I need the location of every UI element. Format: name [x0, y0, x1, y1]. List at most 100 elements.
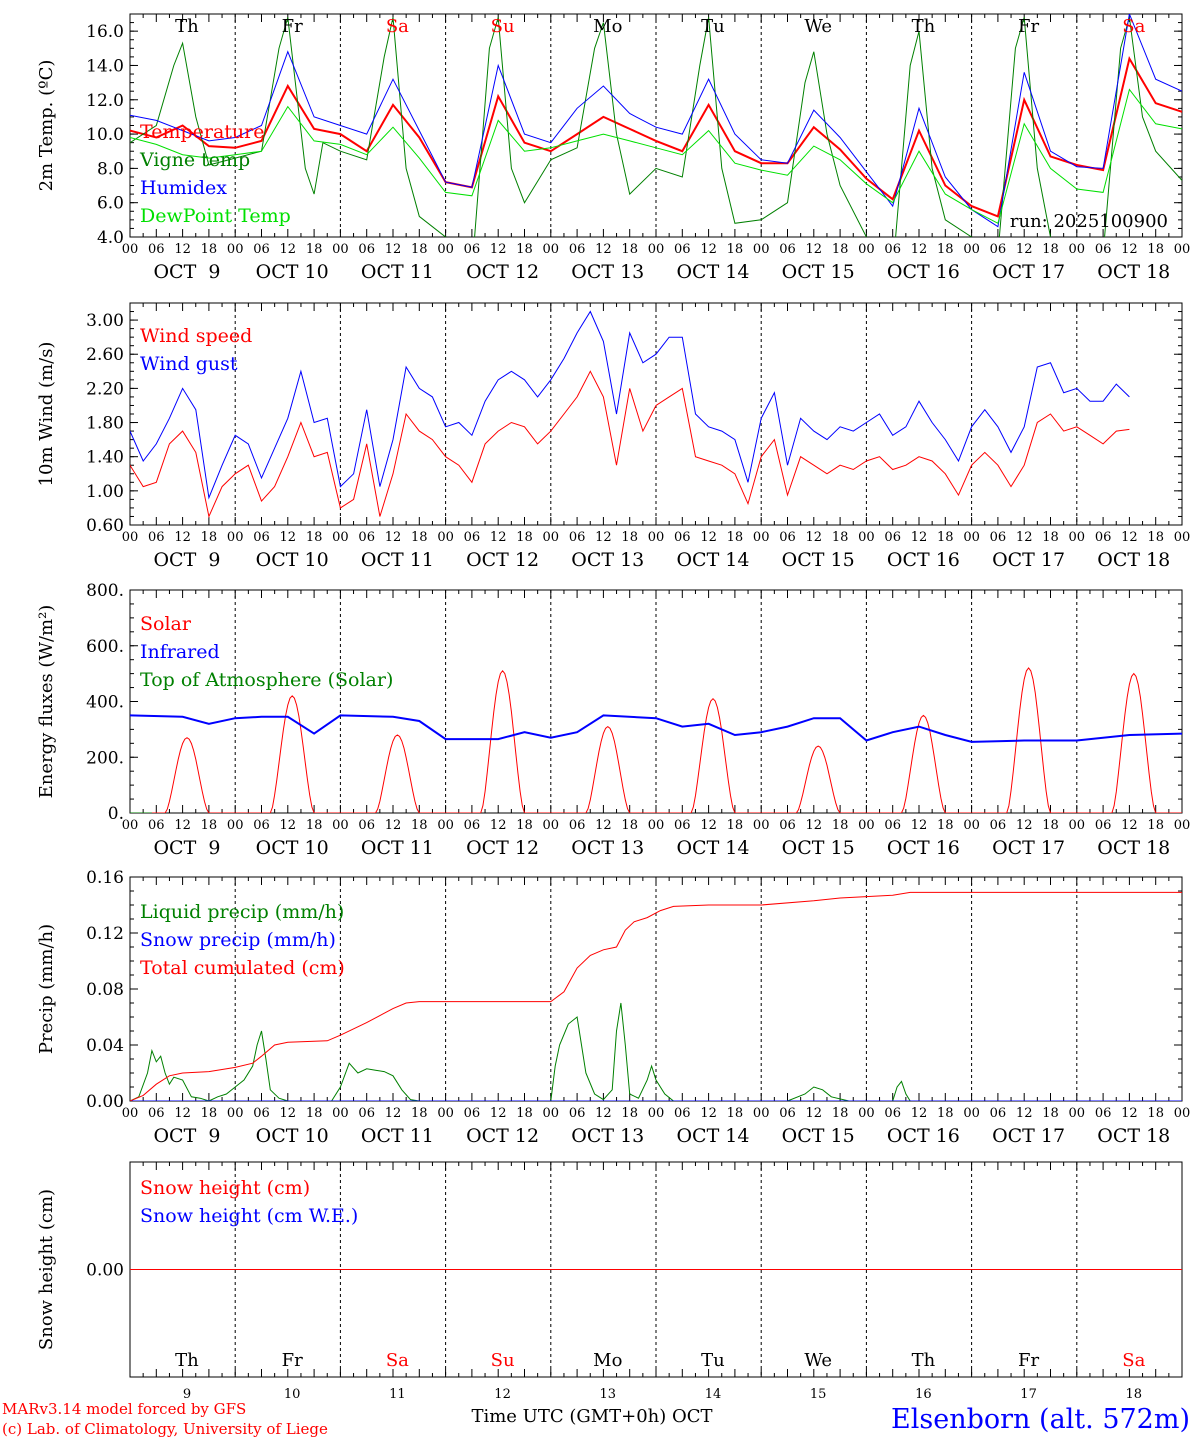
date-label: OCT 17	[992, 261, 1065, 283]
series-line-infrared	[130, 714, 1182, 743]
y-tick-label: 200.	[86, 748, 124, 768]
legend-entry: Temperature	[140, 121, 264, 143]
day-name-label: Sa	[1122, 1350, 1145, 1371]
day-number-label: 11	[389, 1387, 406, 1402]
legend-entry: Top of Atmosphere (Solar)	[140, 669, 393, 691]
hour-tick-label: 18	[411, 242, 428, 257]
day-name-label: Th	[175, 16, 199, 37]
day-name-label: Fr	[282, 16, 303, 37]
date-label: OCT 11	[361, 549, 434, 571]
hour-tick-label: 00	[648, 530, 665, 545]
hour-tick-label: 00	[227, 530, 244, 545]
date-label: OCT 15	[782, 837, 855, 859]
hour-tick-label: 06	[148, 818, 165, 833]
hour-tick-label: 00	[963, 242, 980, 257]
hour-tick-label: 00	[437, 818, 454, 833]
day-number-label: 13	[600, 1387, 617, 1402]
day-name-label: Tu	[701, 16, 725, 37]
hour-tick-label: 12	[806, 818, 823, 833]
hour-tick-label: 12	[595, 818, 612, 833]
day-name-label: We	[804, 16, 832, 37]
day-name-label: We	[804, 1350, 832, 1371]
hour-tick-label: 06	[779, 1106, 796, 1121]
day-name-label: Fr	[282, 1350, 303, 1371]
hour-tick-label: 18	[516, 1106, 533, 1121]
legend-entry: Wind speed	[140, 325, 252, 347]
hour-tick-label: 12	[911, 1106, 928, 1121]
hour-tick-label: 06	[358, 1106, 375, 1121]
date-label: OCT 10	[256, 1125, 329, 1147]
panel-energy: 0. 200. 400. 600. 800. Energy fluxes (W/m²) So…	[36, 581, 1190, 859]
hour-tick-label: 00	[543, 1106, 560, 1121]
day-name-label: Th	[175, 1350, 199, 1371]
hour-tick-label: 00	[963, 530, 980, 545]
series-group	[130, 14, 1182, 237]
date-label: OCT 12	[466, 549, 539, 571]
series-group	[130, 310, 1130, 519]
series-line-vigne-temp	[130, 17, 1182, 237]
hour-tick-label: 00	[1069, 1106, 1086, 1121]
x-axis-title: Time UTC (GMT+0h) OCT	[471, 1406, 712, 1427]
hour-tick-label: 12	[280, 242, 297, 257]
hour-tick-label: 00	[1069, 530, 1086, 545]
date-label: OCT 13	[571, 837, 644, 859]
hour-tick-label: 06	[990, 242, 1007, 257]
panel-wind: 0.60 1.00 1.40 1.80 2.20 2.60 3.00 10m Wind (m/…	[36, 302, 1190, 571]
date-label: OCT 12	[466, 261, 539, 283]
hour-tick-label: 00	[753, 818, 770, 833]
hour-tick-label: 12	[1016, 1106, 1033, 1121]
hour-tick-label: 18	[201, 818, 218, 833]
hour-tick-label: 18	[411, 530, 428, 545]
y-axis-label: 2m Temp. (ºC)	[36, 60, 57, 192]
hour-tick-label: 18	[832, 1106, 849, 1121]
date-label: OCT 9	[153, 261, 220, 283]
date-label: OCT 16	[887, 837, 960, 859]
hour-tick-label: 00	[122, 818, 139, 833]
day-name-label: Sa	[386, 1350, 409, 1371]
y-tick-label: 12.0	[86, 91, 124, 111]
hour-tick-label: 00	[753, 242, 770, 257]
legend-entry: DewPoint Temp	[140, 205, 291, 227]
hour-tick-label: 06	[253, 530, 270, 545]
date-label: OCT 14	[676, 837, 749, 859]
hour-tick-label: 12	[174, 530, 191, 545]
hour-tick-label: 00	[858, 1106, 875, 1121]
hour-tick-label: 06	[569, 530, 586, 545]
legend-entry: Snow height (cm)	[140, 1177, 310, 1199]
date-label: OCT 10	[256, 549, 329, 571]
day-number-label: 9	[183, 1387, 191, 1402]
series-line-liquid-precip-mm-h-	[130, 1002, 1182, 1101]
hour-tick-label: 00	[122, 242, 139, 257]
hour-tick-label: 06	[464, 242, 481, 257]
hour-tick-label: 06	[884, 242, 901, 257]
hour-tick-label: 18	[411, 1106, 428, 1121]
station-label: Elsenborn (alt. 572m)	[891, 1404, 1190, 1435]
meteogram-panels: 4.0 6.0 8.0 10.0 12.0 14.0 16.0 2m Temp. (ºC) Te…	[36, 13, 1191, 1402]
date-label: OCT 11	[361, 837, 434, 859]
hour-tick-label: 18	[1042, 242, 1059, 257]
hour-tick-label: 00	[227, 242, 244, 257]
date-label: OCT 12	[466, 1125, 539, 1147]
hour-tick-label: 18	[201, 1106, 218, 1121]
date-label: OCT 9	[153, 837, 220, 859]
hour-tick-label: 00	[963, 1106, 980, 1121]
day-name-label: Mo	[593, 1350, 622, 1371]
y-tick-label: 800.	[86, 581, 124, 601]
hour-tick-label: 18	[937, 530, 954, 545]
hour-tick-label: 00	[858, 530, 875, 545]
y-tick-label: 0.16	[86, 868, 124, 888]
hour-tick-label: 06	[1095, 818, 1112, 833]
hour-tick-label: 12	[1121, 1106, 1138, 1121]
hour-tick-label: 18	[621, 1106, 638, 1121]
hour-tick-label: 00	[1174, 242, 1191, 257]
date-label: OCT 17	[992, 837, 1065, 859]
hour-tick-label: 12	[1121, 242, 1138, 257]
date-label: OCT 9	[153, 549, 220, 571]
hour-tick-label: 06	[148, 1106, 165, 1121]
hour-tick-label: 06	[569, 242, 586, 257]
hour-tick-label: 12	[280, 530, 297, 545]
date-label: OCT 11	[361, 1125, 434, 1147]
y-tick-label: 8.0	[97, 159, 124, 179]
day-name-label: Th	[912, 16, 936, 37]
hour-tick-label: 06	[990, 530, 1007, 545]
